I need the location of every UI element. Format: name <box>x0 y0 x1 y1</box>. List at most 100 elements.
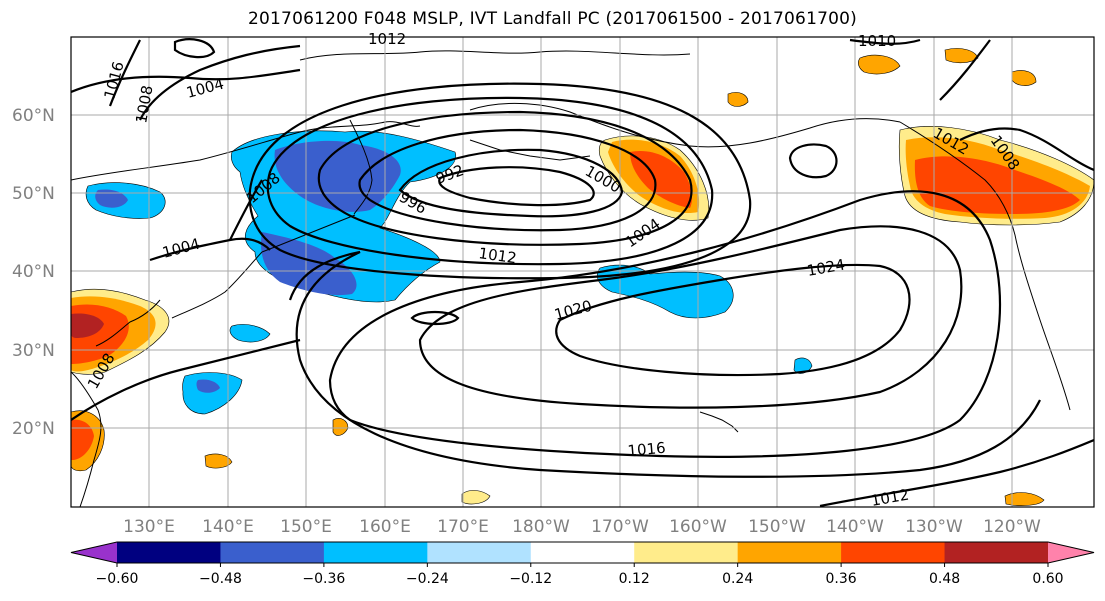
contour-label: 1012 <box>368 30 406 48</box>
lat-label: 50°N <box>12 184 55 204</box>
darkred-core-china <box>71 313 104 338</box>
lon-label: 140°W <box>826 517 884 537</box>
coastline-aleutians <box>469 139 591 161</box>
orange-spot-5 <box>727 92 749 107</box>
isobar-1020 <box>418 225 963 409</box>
darkblue-region-west-pacific <box>196 379 220 393</box>
lon-label: 120°W <box>983 517 1041 537</box>
orange-spot-7 <box>944 48 979 64</box>
blue-region-sakhalin <box>229 324 271 343</box>
isobar-1012-north <box>108 39 141 107</box>
lat-label: 40°N <box>12 262 55 282</box>
colorbar-segment <box>117 542 221 563</box>
map-panel <box>71 37 1094 507</box>
lon-label: 180°W <box>512 517 570 537</box>
contour-label: 1012 <box>477 244 517 267</box>
isobar-1010-ne <box>849 38 921 45</box>
isobar-1008-east <box>939 39 991 101</box>
orange-spot-4 <box>1004 492 1045 506</box>
contour-label: 1010 <box>858 32 896 50</box>
latitude-labels: 60°N 50°N 40°N 30°N 20°N <box>12 106 55 439</box>
colorbar-segment <box>737 542 842 563</box>
red-core-scs <box>71 419 94 460</box>
colorbar-segment <box>323 542 428 563</box>
colorbar-tick-label: −0.36 <box>302 571 345 587</box>
coastline-korea <box>95 299 161 347</box>
lon-label: 150°W <box>748 517 806 537</box>
isobar-1012-east <box>959 127 1094 172</box>
colorbar-tick-label: 0.60 <box>1032 571 1063 587</box>
lon-label: 160°E <box>359 517 411 537</box>
isobar-1024 <box>555 263 911 377</box>
coastlines <box>71 50 1071 507</box>
isobar-small-loop-1 <box>410 310 460 326</box>
isobar-1004-north <box>71 68 301 94</box>
lon-label: 170°E <box>437 517 489 537</box>
colorbar-tick-label: 0.12 <box>619 571 650 587</box>
colorbar-tick-label: −0.24 <box>406 571 449 587</box>
isobar-1004 <box>317 110 693 246</box>
isobar-1012-lower <box>819 438 1094 507</box>
orange-region-yukon <box>858 54 901 75</box>
isobar-1024-core <box>788 143 838 179</box>
colorbar: −0.60 −0.48 −0.36 −0.24 −0.12 0.12 0.24 0.36 0.4… <box>70 541 1095 587</box>
colorbar-segment <box>634 542 739 563</box>
isobar-1008-west <box>71 338 301 421</box>
orange-spot-1 <box>204 453 233 469</box>
lon-label: 130°W <box>905 517 963 537</box>
colorbar-tick-label: 0.24 <box>722 571 753 587</box>
lon-label: 160°W <box>669 517 727 537</box>
coastline-nw-america <box>899 121 1071 411</box>
mslp-contours <box>71 38 1094 507</box>
colorbar-tick-label: −0.60 <box>96 571 139 587</box>
lon-label: 150°E <box>280 517 332 537</box>
isobar-992 <box>438 166 595 207</box>
isobar-996 <box>398 148 624 218</box>
colorbar-ticks: −0.60 −0.48 −0.36 −0.24 −0.12 0.12 0.24 0.36 0.4… <box>96 563 1064 587</box>
colorbar-segment <box>427 542 532 563</box>
blue-region-central <box>597 264 734 319</box>
isobar-1008-north <box>139 44 301 121</box>
colorbar-tick-label: 0.36 <box>826 571 857 587</box>
colorbar-tick-label: −0.12 <box>509 571 552 587</box>
darkblue-region-kurils <box>95 189 128 208</box>
coastline-kamchatka <box>349 119 373 215</box>
coastline-japan <box>171 251 263 319</box>
graticule <box>71 37 1094 507</box>
darkblue-region-south <box>260 232 357 296</box>
lon-label: 170°W <box>591 517 649 537</box>
lat-label: 30°N <box>12 341 55 361</box>
longitude-labels: 130°E 140°E 150°E 160°E 170°E 180°W 170°… <box>123 517 1041 537</box>
contour-label: 1016 <box>627 439 667 460</box>
contour-labels: 1012 1004 1008 1010 1016 1008 992 996 10… <box>84 30 1023 510</box>
colorbar-tick-label: 0.48 <box>929 571 960 587</box>
orange-spot-6 <box>1011 70 1037 86</box>
colorbar-tick-label: −0.48 <box>199 571 242 587</box>
isobar-1008-west2 <box>229 179 263 241</box>
colorbar-segment <box>841 542 946 563</box>
isobar-1012 <box>248 82 752 280</box>
colorbar-segments <box>70 541 1095 564</box>
isobar-1000 <box>358 128 657 232</box>
isobar-1008 <box>266 96 714 266</box>
lat-label: 60°N <box>12 106 55 126</box>
orange-spot-3 <box>461 490 491 505</box>
coastline-asia <box>71 121 421 181</box>
isobar-1004-west <box>149 237 271 262</box>
colorbar-segment <box>220 542 325 563</box>
coastline-arctic <box>299 50 691 61</box>
colorbar-segment <box>530 542 635 563</box>
colorbar-extend-low <box>71 542 117 563</box>
coastline-china <box>71 371 102 507</box>
isobar-small-loop-2 <box>173 38 216 59</box>
colorbar-extend-high <box>1048 542 1094 563</box>
isobar-1016 <box>328 190 1002 458</box>
colorbar-segment <box>944 542 1049 563</box>
lat-label: 20°N <box>12 419 55 439</box>
map-title: 2017061200 F048 MSLP, IVT Landfall PC (2… <box>248 9 857 29</box>
lon-label: 130°E <box>123 517 175 537</box>
lon-label: 140°E <box>202 517 254 537</box>
map-frame <box>70 36 1095 508</box>
coastline-alaska <box>469 102 901 148</box>
